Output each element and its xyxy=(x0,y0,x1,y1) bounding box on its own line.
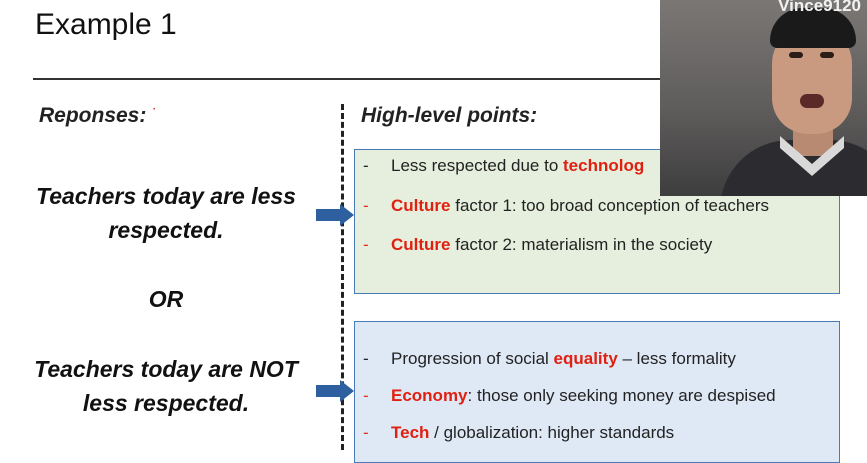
statement-less-respected: Teachers today are less respected. xyxy=(36,183,296,243)
webcam-mouth xyxy=(800,94,824,108)
bullet-item: - Tech / globalization: higher standards xyxy=(363,423,675,442)
title-rule xyxy=(33,78,673,80)
webcam-eye xyxy=(820,52,834,58)
or-label: OR xyxy=(148,286,184,312)
slide-title: Example 1 xyxy=(35,8,177,41)
bullet-item: - Culture factor 2: materialism in the so… xyxy=(363,235,713,254)
dashed-divider xyxy=(341,104,344,450)
webcam-overlay: Vince9120 xyxy=(660,0,867,196)
bullet-item: - Culture factor 1: too broad conception … xyxy=(363,196,769,215)
bullet-item: - Progression of social equality – less f… xyxy=(363,349,736,368)
arrow-right-icon xyxy=(316,204,354,226)
points-box-blue: - Progression of social equality – less f… xyxy=(354,321,840,463)
bullet-item: - Less respected due to technolog xyxy=(363,156,645,175)
webcam-hair xyxy=(770,8,856,48)
webcam-username: Vince9120 xyxy=(778,0,861,15)
arrow-right-icon xyxy=(316,380,354,402)
points-heading: High-level points: xyxy=(361,104,538,127)
statement-not-less-respected: Teachers today are NOT less respected. xyxy=(34,356,298,416)
responses-heading: Reponses: · xyxy=(39,104,156,127)
webcam-eye xyxy=(789,52,803,58)
bullet-item: - Economy: those only seeking money are d… xyxy=(363,386,776,405)
